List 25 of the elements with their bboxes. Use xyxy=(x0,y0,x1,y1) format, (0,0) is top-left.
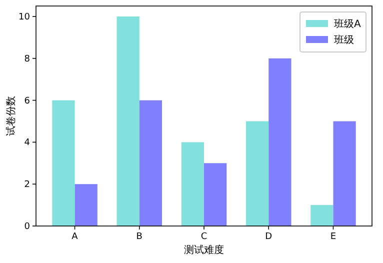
y-tick-label: 10 xyxy=(18,12,30,22)
x-axis-title: 测试难度 xyxy=(184,244,224,256)
y-axis-title: 试卷份数 xyxy=(5,96,17,136)
x-tick-label: A xyxy=(72,232,79,242)
bar xyxy=(333,121,356,226)
bar xyxy=(204,163,227,226)
bar xyxy=(268,58,292,226)
y-tick-label: 6 xyxy=(24,96,30,106)
x-tick-label: E xyxy=(330,232,336,242)
bar xyxy=(116,16,140,226)
bar xyxy=(139,100,162,226)
bar xyxy=(246,121,269,226)
legend-label: 班级 xyxy=(334,34,354,46)
bar xyxy=(310,205,334,226)
legend-label: 班级A xyxy=(334,18,361,30)
x-tick-label: D xyxy=(265,232,272,242)
y-tick-label: 2 xyxy=(24,180,30,190)
y-tick-label: 8 xyxy=(24,54,30,64)
bar xyxy=(74,184,98,226)
x-tick-label: B xyxy=(136,232,142,242)
bar xyxy=(181,142,204,226)
y-tick-label: 0 xyxy=(24,222,30,232)
bar xyxy=(52,100,75,226)
y-tick-label: 4 xyxy=(24,138,30,148)
x-tick-label: C xyxy=(200,232,208,242)
